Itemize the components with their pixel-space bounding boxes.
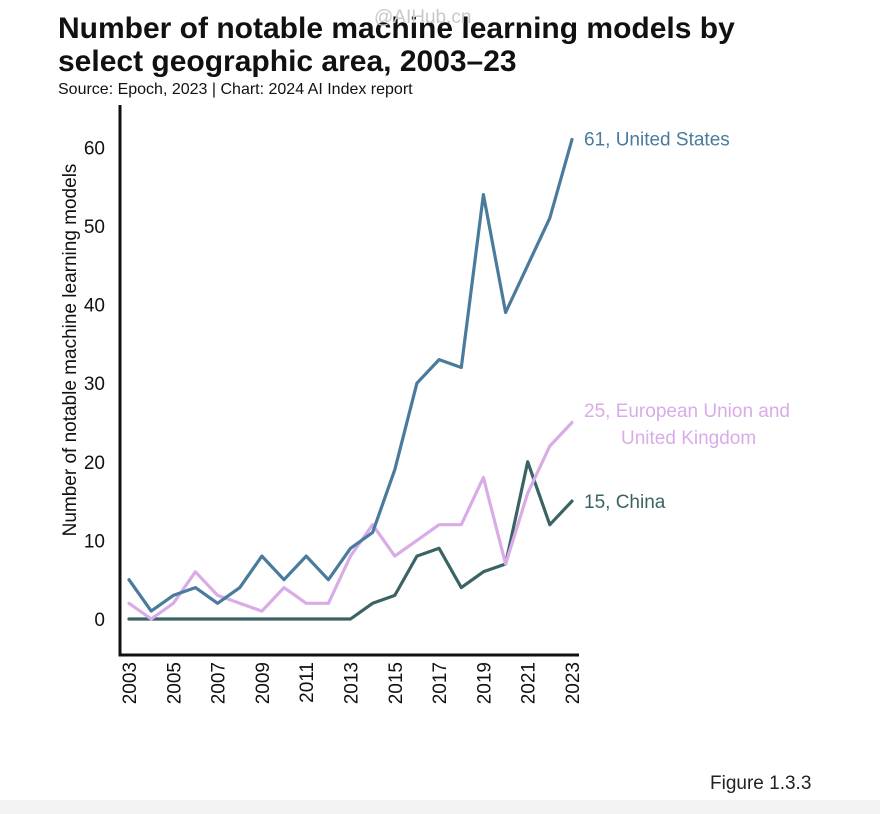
y-axis-title: Number of notable machine learning model…	[60, 164, 81, 537]
series-line-european-union-and-united-kingdom	[127, 420, 574, 621]
chart-axes	[118, 105, 579, 657]
x-tick-label: 2009	[253, 662, 274, 704]
x-tick-label: 2023	[563, 662, 584, 704]
x-tick-label: 2003	[120, 662, 141, 704]
chart-title: Number of notable machine learning model…	[58, 12, 735, 78]
x-tick-label: 2021	[519, 662, 540, 704]
chart-source: Source: Epoch, 2023 | Chart: 2024 AI Ind…	[58, 81, 413, 98]
x-tick-label: 2019	[474, 662, 495, 704]
y-tick-label: 0	[94, 610, 105, 631]
figure-label: Figure 1.3.3	[710, 773, 812, 794]
y-tick-label: 60	[84, 138, 105, 159]
x-tick-label: 2017	[430, 662, 451, 704]
bottom-edge	[0, 800, 880, 814]
x-tick-label: 2013	[342, 662, 363, 704]
x-tick-label: 2015	[386, 662, 407, 704]
series-label-eu-uk: 25, European Union and	[584, 401, 790, 422]
y-tick-label: 20	[84, 453, 105, 474]
chart-ticks: 0 10 20 30 40 50 60 2003 2005 2007 2009 2011 2013 201…	[84, 138, 584, 704]
series-label-united-states: 61, United States	[584, 130, 730, 151]
y-tick-label: 10	[84, 531, 105, 552]
chart-series	[127, 137, 574, 621]
y-tick-label: 50	[84, 217, 105, 238]
x-tick-label: 2011	[297, 662, 318, 703]
watermark-text: @AIHub.cn	[374, 7, 472, 28]
series-label-eu-uk-line2: United Kingdom	[621, 428, 756, 449]
series-label-china: 15, China	[584, 492, 666, 513]
series-line-united-states	[127, 137, 574, 613]
y-tick-label: 30	[84, 374, 105, 395]
x-tick-label: 2005	[164, 662, 185, 704]
series-line-china	[127, 460, 574, 621]
x-tick-label: 2007	[209, 662, 230, 704]
y-tick-label: 40	[84, 296, 105, 317]
chart-series-labels: 61, United States 25, European Union and U…	[584, 130, 790, 513]
